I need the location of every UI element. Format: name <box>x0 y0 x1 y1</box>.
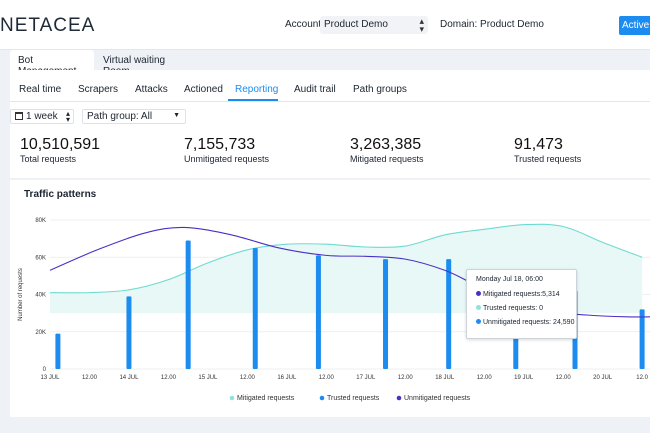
stat-label: Unmitigated requests <box>184 154 270 164</box>
legend-unmitigated-dot-icon <box>396 395 402 401</box>
tooltip-row-value: 24,590 <box>553 319 575 326</box>
x-tick-label: 13 JUL <box>40 375 60 381</box>
legend-mitigated-label: Mitigated requests <box>237 395 295 402</box>
trusted-bar <box>383 259 389 369</box>
y-tick-label: 60K <box>35 255 46 261</box>
section-tabs: Bot Management Virtual waiting Room <box>0 50 650 77</box>
legend-trusted-dot-icon <box>319 395 325 401</box>
x-tick-label: 17 JUL <box>356 375 376 381</box>
tab-scrapers[interactable]: Scrapers <box>78 84 119 95</box>
y-tick-label: 20K <box>35 330 46 336</box>
sort-updown-icon: ▴ ▾ <box>419 16 424 34</box>
domain-value: Product Demo <box>480 19 544 30</box>
period-select[interactable]: 1 week ▴ ▾ <box>10 109 74 124</box>
stat-value: 91,473 <box>514 136 563 153</box>
tab-bot-management[interactable]: Bot Management <box>10 50 94 77</box>
x-tick-label: 12.00 <box>240 375 256 381</box>
tooltip-row-label: Mitigated requests: <box>483 291 543 298</box>
account-select[interactable]: Product Demo ▴ ▾ <box>320 16 428 34</box>
path-group-value: Path group: All <box>87 111 153 122</box>
domain-label-text: Domain: <box>440 19 478 30</box>
netacea-logo: NETACEA <box>0 15 96 36</box>
sort-updown-icon: ▴ ▾ <box>65 109 70 124</box>
x-tick-label: 19 JUL <box>514 375 534 381</box>
nav-tabs: Real time Scrapers Attacks Actioned Repo… <box>10 78 650 100</box>
path-group-select[interactable]: Path group: All ▼ <box>82 109 186 124</box>
x-tick-label: 12.00 <box>398 375 414 381</box>
tooltip-row-value: 0 <box>539 305 544 312</box>
chart-title: Traffic patterns <box>24 189 97 200</box>
tooltip-row-label: Trusted requests: <box>483 305 538 312</box>
tooltip-row-unmitigated: Unmitigated requests: 24,590 <box>476 319 574 326</box>
trusted-bar <box>446 259 452 369</box>
x-tick-label: 12.00 <box>319 375 335 381</box>
x-tick-label: 20 JUL <box>593 375 613 381</box>
tooltip-row-value: 5,314 <box>542 291 560 298</box>
legend-mitigated-dot-icon <box>229 395 235 401</box>
trusted-bar <box>252 247 258 369</box>
x-tick-label: 18 JUL <box>435 375 455 381</box>
tooltip-title: Monday Jul 18, 06:00 <box>476 276 543 283</box>
tab-real-time[interactable]: Real time <box>19 84 62 95</box>
y-tick-label: 80K <box>35 218 46 224</box>
account-label: Account: <box>285 19 324 30</box>
stat-value: 3,263,385 <box>350 136 422 153</box>
legend-dot-icon <box>476 319 481 324</box>
tab-audit-trail[interactable]: Audit trail <box>294 84 336 95</box>
tooltip-row-label: Unmitigated requests: <box>483 319 552 326</box>
trusted-bar <box>126 296 132 369</box>
stat-unmitigated-requests: 7,155,733 Unmitigated requests <box>184 136 270 165</box>
tab-actioned[interactable]: Actioned <box>184 84 223 95</box>
chevron-down-icon: ▼ <box>173 112 180 119</box>
tooltip-row-mitigated: Mitigated requests:5,314 <box>476 291 560 298</box>
x-tick-label: 12.00 <box>477 375 493 381</box>
x-tick-label: 14 JUL <box>119 375 139 381</box>
x-tick-label: 12.00 <box>82 375 98 381</box>
x-tick-label: 15 JUL <box>198 375 218 381</box>
stat-total-requests: 10,510,591 Total requests <box>20 136 101 165</box>
tab-attacks[interactable]: Attacks <box>135 84 168 95</box>
y-tick-label: 40K <box>35 293 46 299</box>
trusted-bar <box>55 333 61 369</box>
tab-virtual-waiting-room[interactable]: Virtual waiting Room <box>103 55 166 77</box>
x-tick-label: 12.00 <box>556 375 572 381</box>
stat-value: 10,510,591 <box>20 136 101 153</box>
stat-label: Mitigated requests <box>350 154 424 164</box>
mitigated-series-line <box>49 223 643 294</box>
account-select-value: Product Demo <box>324 19 388 30</box>
nav-divider <box>10 101 650 102</box>
stat-value: 7,155,733 <box>184 136 256 153</box>
legend-dot-icon <box>476 305 481 310</box>
calendar-icon <box>15 112 23 120</box>
traffic-patterns-card: Traffic patterns 0 20K 40K 60K 80K Number of … <box>10 180 650 417</box>
legend-dot-icon <box>476 291 481 296</box>
legend-trusted-label: Trusted requests <box>327 395 380 402</box>
traffic-patterns-chart: 0 20K 40K 60K 80K Number of requests 13 JUL 12.… <box>18 218 650 402</box>
active-tab-indicator <box>228 99 278 101</box>
trusted-bar <box>185 240 191 369</box>
chart-tooltip: Monday Jul 18, 06:00 Mitigated requests:… <box>466 269 577 339</box>
x-tick-label: 12.00 <box>161 375 177 381</box>
tab-path-groups[interactable]: Path groups <box>353 84 407 95</box>
reporting-panel: Real time Scrapers Attacks Actioned Repo… <box>10 70 650 178</box>
top-bar: NETACEA Account: Product Demo ▴ ▾ Domain:… <box>0 0 650 50</box>
domain-label: Domain: Product Demo <box>440 19 544 30</box>
active-status-button[interactable]: Active <box>619 16 650 35</box>
y-tick-label: 0 <box>43 367 47 373</box>
stat-label: Trusted requests <box>514 154 582 164</box>
x-tick-label: 12.0 <box>636 375 648 381</box>
tab-reporting[interactable]: Reporting <box>235 84 279 95</box>
stat-mitigated-requests: 3,263,385 Mitigated requests <box>350 136 424 165</box>
x-tick-label: 16 JUL <box>277 375 297 381</box>
y-axis-label: Number of requests <box>18 268 24 321</box>
stat-label: Total requests <box>20 154 77 164</box>
tooltip-row-trusted: Trusted requests: 0 <box>476 305 543 312</box>
trusted-bar <box>639 309 645 369</box>
stat-trusted-requests: 91,473 Trusted requests <box>514 136 582 165</box>
period-value: 1 week <box>26 111 58 122</box>
trusted-bar <box>315 255 321 369</box>
legend-unmitigated-label: Unmitigated requests <box>404 395 471 402</box>
